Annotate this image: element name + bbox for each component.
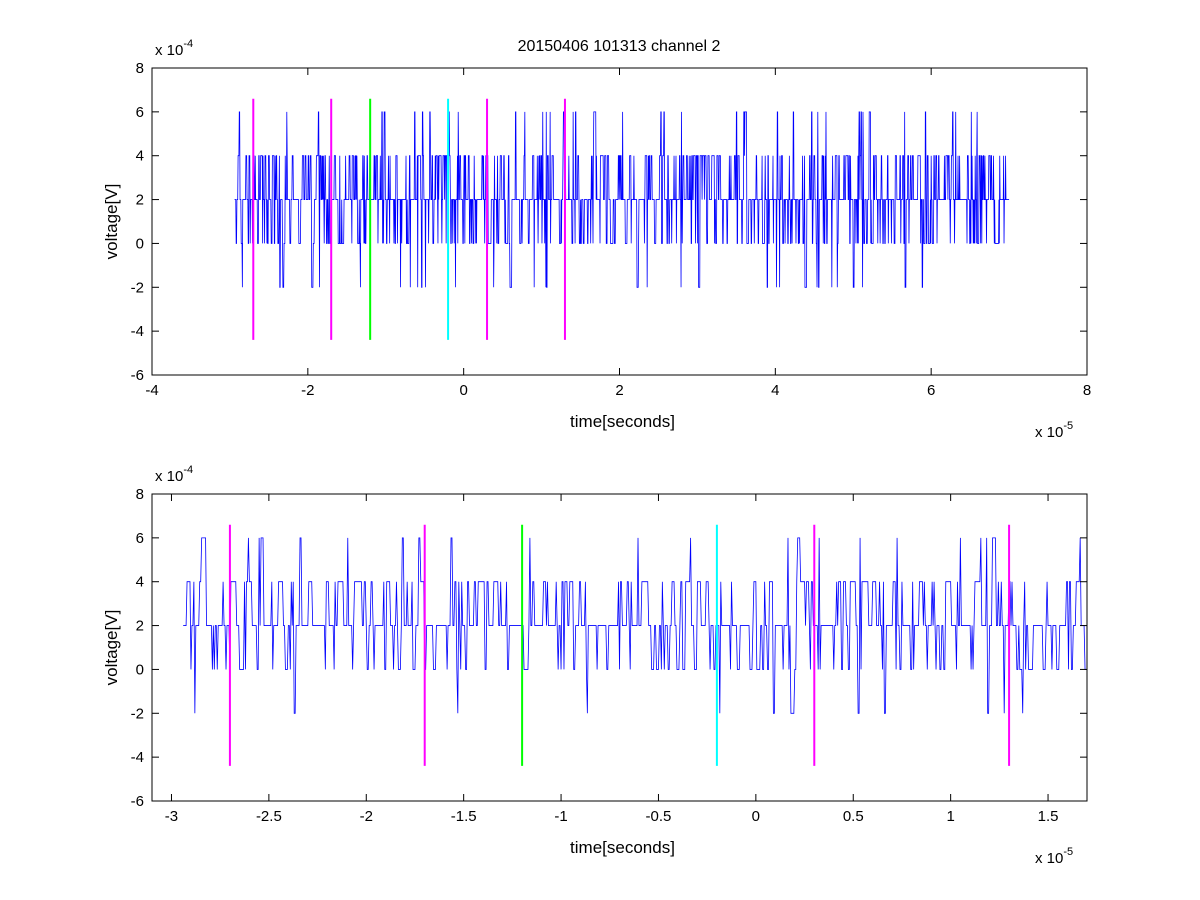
top-plot: -4 -2 0 2 4 6 8-6-4-202468time[seconds]voltage… [102,38,1091,441]
top-y-exponent-label: x 10-4 [155,38,193,59]
bottom-x-tick-label: -2 [360,808,373,825]
bottom-plot: -3 -2.5 -2 -1.5 -1 -0.5 0 0.5 1 1.5 -6 -4 -2 0 2 4 6 8 tim… [102,464,1088,867]
top-y-tick-label: -2 [131,279,144,296]
top-y-tick-label: 2 [136,192,144,209]
top-x-tick-label: 6 [927,382,935,399]
bottom-y-tick-label: -4 [131,749,144,766]
bottom-y-axis-label: voltage[V] [102,610,121,686]
bottom-voltage-trace [183,537,1087,714]
bottom-x-tick-label: 0.5 [843,808,864,825]
top-x-exponent-label: x 10-5 [1035,420,1073,441]
bottom-x-exponent-label: x 10-5 [1035,846,1073,867]
bottom-x-tick-label: 1 [946,808,954,825]
top-y-axis-label: voltage[V] [102,184,121,260]
bottom-y-tick-label: -2 [131,705,144,722]
top-y-tick-label: 0 [136,235,144,252]
bottom-x-tick-label: -3 [165,808,178,825]
bottom-y-exponent-label: x 10-4 [155,464,193,485]
figure-title: 20150406 101313 channel 2 [518,38,721,55]
top-x-tick-label: 2 [615,382,623,399]
top-x-axis-label: time[seconds] [570,412,675,431]
bottom-x-axis-label: time[seconds] [570,838,675,857]
bottom-y-tick-label: 2 [136,618,144,635]
bottom-x-tick-label: -1 [554,808,567,825]
bottom-y-tick-label: 0 [136,661,144,678]
bottom-y-tick-label: -6 [131,793,144,810]
bottom-x-tick-label: -1.5 [451,808,477,825]
bottom-x-tick-label: 1.5 [1038,808,1059,825]
top-x-tick-label: 0 [459,382,467,399]
bottom-axes-box [151,493,1088,802]
bottom-x-tick-label: -0.5 [646,808,672,825]
top-y-tick-label: -4 [131,323,144,340]
top-x-tick-label: 8 [1083,382,1091,399]
bottom-x-tick-label: -2.5 [256,808,282,825]
top-x-tick-label: -2 [301,382,314,399]
bottom-x-tick-label: 0 [752,808,760,825]
top-x-tick-label: -4 [145,382,158,399]
top-y-tick-label: -6 [131,367,144,384]
top-y-tick-label: 8 [136,60,144,77]
top-x-tick-label: 4 [771,382,779,399]
top-voltage-trace [234,111,1010,288]
bottom-y-tick-label: 8 [136,486,144,503]
bottom-y-tick-label: 4 [136,574,144,591]
top-y-tick-label: 6 [136,104,144,121]
top-y-tick-label: 4 [136,148,144,165]
bottom-y-tick-label: 6 [136,530,144,547]
